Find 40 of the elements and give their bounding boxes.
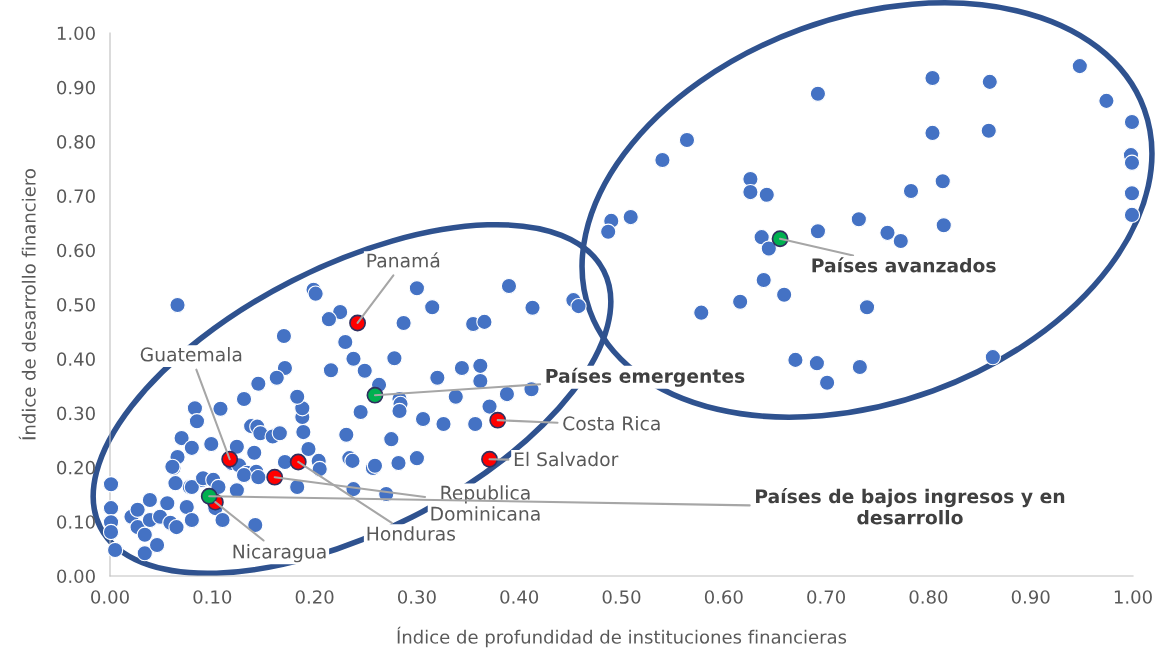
annotation: Países emergentes <box>546 367 745 387</box>
point <box>221 450 239 468</box>
x-axis-title: Índice de profundidad de instituciones financieras <box>397 626 847 648</box>
y-tick-label: 0.60 <box>57 243 95 258</box>
x-tick-label: 0.30 <box>397 590 436 604</box>
y-tick-label: 0.50 <box>57 297 95 312</box>
x-tick-label: 0.90 <box>1011 590 1050 604</box>
point <box>366 386 384 404</box>
y-tick-label: 0.30 <box>57 406 95 421</box>
x-tick-label: 0.60 <box>704 590 743 604</box>
annotation: El Salvador <box>514 451 619 467</box>
y-tick-label: 0.90 <box>57 80 95 95</box>
y-tick-label: 0.80 <box>57 135 95 149</box>
annotation: Países avanzados <box>812 257 996 273</box>
annotation: Países de bajos ingresos y en desarrollo <box>756 488 1065 525</box>
y-tick-label: 0.10 <box>57 515 95 529</box>
annotation: Republica Dominicana <box>431 485 540 521</box>
y-tick-label: 0.70 <box>57 189 95 204</box>
x-tick-label: 0.70 <box>807 590 845 604</box>
x-tick-label: 0.20 <box>295 590 334 604</box>
y-tick-label: 1.00 <box>57 26 95 41</box>
y-axis-title: Índice de desarrollo financiero <box>18 169 36 440</box>
point <box>489 411 507 429</box>
y-tick-label: 0.00 <box>57 569 95 584</box>
x-tick-label: 0.40 <box>500 590 539 604</box>
point <box>349 314 367 332</box>
annotation: Honduras <box>367 526 456 541</box>
x-tick-label: 0.00 <box>91 590 129 604</box>
x-tick-label: 0.80 <box>909 590 948 604</box>
x-tick-label: 0.10 <box>193 590 232 604</box>
y-tick-label: 0.40 <box>57 352 95 366</box>
point <box>266 468 284 486</box>
annotation: Nicaragua <box>233 544 326 563</box>
x-tick-label: 0.50 <box>602 590 641 604</box>
annotation: Guatemala <box>140 347 242 362</box>
annotation: Panamá <box>367 252 440 268</box>
point <box>481 450 498 468</box>
x-tick-label: 1.00 <box>1114 590 1152 604</box>
annotation: Costa Rica <box>563 415 660 431</box>
y-tick-label: 0.20 <box>57 460 95 475</box>
